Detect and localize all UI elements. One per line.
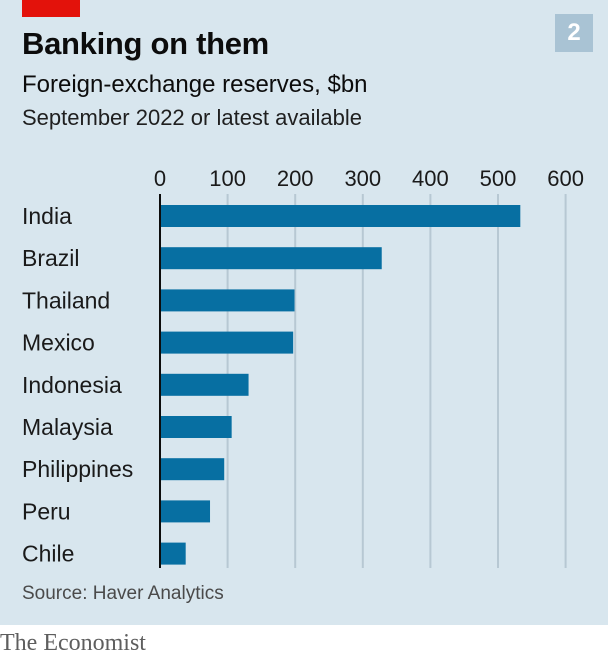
bar-mexico	[160, 331, 294, 354]
chart-number-badge: 2	[555, 14, 593, 52]
bar-chart: 0 100 200 300 400 500 600 India Brazil Thailand Me…	[22, 166, 584, 568]
x-tick-label: 600	[547, 166, 584, 191]
x-tick-label: 500	[480, 166, 517, 191]
economist-logo: The Economist	[0, 630, 146, 656]
category-label: India	[22, 203, 72, 229]
category-label: Philippines	[22, 456, 133, 482]
x-tick-label: 0	[154, 166, 166, 191]
chart-panel: Banking on them Foreign-exchange reserve…	[0, 0, 608, 625]
bar-india	[160, 205, 521, 227]
bar-indonesia	[160, 373, 249, 396]
category-label: Brazil	[22, 245, 80, 271]
category-label: Mexico	[22, 330, 95, 356]
category-label: Peru	[22, 498, 71, 524]
x-tick-label: 400	[412, 166, 449, 191]
x-tick-label: 100	[209, 166, 246, 191]
bar-malaysia	[160, 416, 232, 438]
category-label: Malaysia	[22, 414, 113, 440]
category-label: Indonesia	[22, 372, 122, 398]
bar-peru	[160, 500, 211, 523]
x-tick-label: 300	[344, 166, 381, 191]
chart-title: Banking on them	[22, 26, 269, 61]
category-label: Thailand	[22, 287, 110, 313]
bar-brazil	[160, 247, 382, 270]
x-tick-label: 200	[277, 166, 314, 191]
category-label: Chile	[22, 541, 74, 567]
bar-philippines	[160, 458, 225, 481]
source-note: Source: Haver Analytics	[22, 583, 224, 604]
chart-subtitle: Foreign-exchange reserves, $bn	[22, 71, 368, 98]
brand-red-tag	[22, 0, 80, 17]
bar-thailand	[160, 289, 295, 312]
bar-chile	[160, 542, 186, 565]
chart-note: September 2022 or latest available	[22, 105, 362, 130]
